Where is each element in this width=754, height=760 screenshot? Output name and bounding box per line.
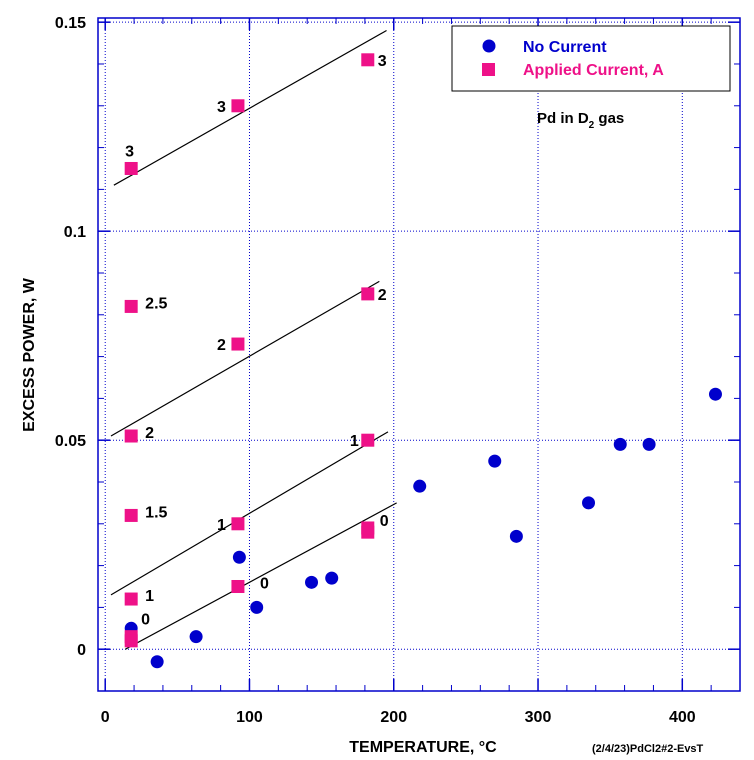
data-points — [124, 53, 722, 669]
no-current-point — [509, 529, 523, 543]
applied-current-point — [124, 161, 138, 175]
legend-box — [451, 25, 731, 92]
applied-current-point — [361, 433, 375, 447]
no-current-point — [488, 454, 502, 468]
x-axis-title: TEMPERATURE, °C — [349, 739, 497, 756]
y-tick-label: 0.15 — [55, 15, 86, 32]
x-tick-label: 0 — [101, 709, 110, 726]
current-value-label: 0 — [380, 513, 389, 530]
x-tick-label: 100 — [236, 709, 263, 726]
applied-current-point — [231, 337, 245, 351]
legend-marker-applied-current — [482, 63, 495, 76]
fit-line — [110, 280, 380, 437]
footer-file-label: (2/4/23)PdCl2#2-EvsT — [592, 743, 704, 755]
grid-lines — [98, 18, 740, 691]
no-current-point — [305, 575, 319, 589]
current-value-label: 3 — [125, 143, 134, 160]
applied-current-point — [124, 429, 138, 443]
applied-current-point — [124, 592, 138, 606]
no-current-point — [325, 571, 339, 585]
current-value-label: 2.5 — [145, 295, 167, 312]
current-value-label: 0 — [260, 575, 269, 592]
legend: No Current Applied Current, A — [451, 25, 731, 92]
current-value-label: 1 — [350, 433, 359, 450]
current-value-label: 2 — [217, 337, 226, 354]
current-value-label: 1.5 — [145, 504, 167, 521]
applied-current-point — [361, 53, 375, 67]
applied-current-point — [361, 287, 375, 301]
applied-current-point — [361, 521, 375, 535]
current-value-label: 1 — [217, 517, 226, 534]
no-current-point — [642, 437, 656, 451]
x-tick-label: 300 — [525, 709, 552, 726]
applied-current-point — [124, 508, 138, 522]
current-value-label: 0 — [141, 612, 150, 629]
applied-current-point — [124, 634, 138, 648]
applied-current-point — [231, 517, 245, 531]
x-tick-label: 200 — [380, 709, 407, 726]
legend-marker-no-current — [482, 39, 496, 53]
no-current-point — [413, 479, 427, 493]
legend-label-no-current: No Current — [523, 39, 607, 56]
annotation-subscript: 2 — [589, 120, 595, 131]
no-current-point — [189, 630, 203, 644]
current-value-label: 3 — [378, 53, 387, 70]
annotation-suffix: gas — [594, 110, 624, 127]
current-value-label: 1 — [145, 588, 154, 605]
no-current-point — [150, 655, 164, 669]
no-current-point — [582, 496, 596, 510]
legend-label-applied-current: Applied Current, A — [523, 62, 664, 79]
applied-current-point — [124, 299, 138, 313]
fit-line — [113, 30, 387, 186]
x-tick-label: 400 — [669, 709, 696, 726]
no-current-point — [232, 550, 246, 564]
no-current-point — [708, 387, 722, 401]
sample-annotation: Pd in D2 gas — [537, 110, 624, 131]
point-labels: 0 1 1.5 2 2.5 3 0 1 2 3 0 1 2 3 — [125, 53, 389, 629]
y-axis-title: EXCESS POWER, W — [21, 277, 38, 432]
plot-frame — [97, 17, 741, 692]
y-tick-label: 0.05 — [55, 433, 86, 450]
applied-current-point — [231, 579, 245, 593]
annotation-main: Pd in D — [537, 110, 589, 127]
fit-line — [125, 502, 397, 650]
current-value-label: 2 — [378, 287, 387, 304]
current-value-label: 3 — [217, 99, 226, 116]
fit-line — [110, 431, 389, 596]
y-tick-label: 0 — [77, 642, 86, 659]
y-tick-label: 0.1 — [64, 224, 86, 241]
no-current-point — [613, 437, 627, 451]
no-current-point — [250, 600, 264, 614]
current-value-label: 2 — [145, 425, 154, 442]
applied-current-point — [231, 99, 245, 113]
fit-lines — [110, 30, 397, 650]
